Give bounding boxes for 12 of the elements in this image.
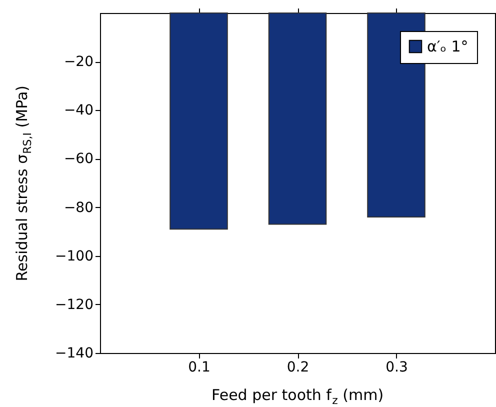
y-axis-title: Residual stress σRS,I (MPa) bbox=[13, 85, 34, 282]
y-tick-label: −100 bbox=[55, 248, 94, 264]
y-tick-label: −60 bbox=[64, 151, 94, 168]
y-tick-label: −40 bbox=[64, 102, 94, 119]
y-tick-label: −140 bbox=[55, 346, 94, 362]
y-tick-label: −120 bbox=[55, 296, 94, 313]
x-tick-label: 0.1 bbox=[188, 360, 210, 376]
y-tick-label: −80 bbox=[64, 200, 94, 216]
y-tick-label: −20 bbox=[64, 54, 94, 70]
legend-label: α′ₒ 1° bbox=[427, 38, 468, 56]
x-tick-label: 0.2 bbox=[286, 360, 310, 376]
x-tick-label: 0.3 bbox=[386, 360, 408, 376]
